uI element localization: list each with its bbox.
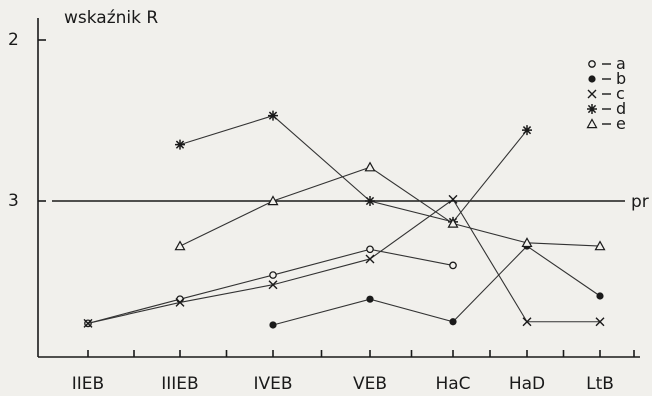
point-b-4	[596, 292, 604, 300]
point-e-4	[521, 237, 533, 248]
legend-marker-a	[588, 60, 596, 68]
point-a-4	[449, 261, 457, 270]
series-e	[174, 161, 606, 251]
series-line-d	[179, 115, 528, 223]
point-e-2	[364, 161, 376, 172]
point-e-5	[594, 240, 606, 251]
legend-label-e: e	[616, 114, 626, 133]
legend-marker-d	[587, 104, 597, 114]
point-b-1	[366, 295, 374, 303]
point-c-1	[175, 297, 185, 307]
legend-label-b: b	[616, 69, 626, 88]
point-d-0	[175, 139, 185, 150]
y-tick-label-3: 3	[8, 191, 19, 211]
x-tick-label-1: IIIEB	[161, 374, 198, 394]
point-b-0	[269, 321, 277, 329]
series-d	[175, 110, 532, 227]
y-tick-label-2: 2	[8, 30, 19, 50]
legend-label-c: c	[616, 84, 625, 103]
point-d-2	[365, 196, 375, 206]
series-c	[83, 194, 605, 328]
point-e-0	[174, 240, 186, 251]
y-axis-label: wskaźnik R	[64, 8, 158, 28]
legend-marker-e	[586, 118, 598, 129]
reference-line-label: pr	[631, 192, 649, 212]
x-tick-label-0: IIEB	[72, 374, 104, 394]
legend-label-d: d	[616, 99, 626, 118]
point-c-2	[268, 280, 278, 290]
point-a-3	[366, 245, 374, 254]
point-c-5	[522, 317, 532, 327]
point-c-4	[448, 194, 458, 204]
series-b	[269, 242, 604, 329]
series-layer	[83, 110, 606, 329]
x-tick-label-3: VEB	[353, 374, 387, 394]
point-d-4	[522, 125, 532, 136]
series-line-b	[272, 245, 601, 326]
x-tick-label-6: LtB	[586, 374, 614, 394]
point-e-3	[447, 217, 459, 228]
axes	[37, 18, 640, 358]
x-axis-labels: IIEB IIIEB IVEB VEB HaC HaD LtB	[72, 374, 614, 394]
x-tick-label-4: HaC	[435, 374, 470, 394]
point-c-6	[595, 317, 605, 327]
series-line-e	[179, 166, 601, 247]
legend-marker-b	[588, 75, 596, 83]
point-d-1	[268, 110, 278, 121]
point-a-2	[269, 271, 277, 279]
legend-marker-c	[587, 89, 597, 99]
legend-label-a: a	[616, 54, 626, 73]
point-c-0	[83, 318, 93, 328]
point-e-1	[267, 195, 279, 206]
point-b-2	[449, 318, 457, 326]
x-tick-label-2: IVEB	[253, 374, 292, 394]
series-line-c	[87, 198, 600, 324]
point-c-3	[365, 254, 375, 264]
x-tick-label-5: HaD	[509, 374, 545, 394]
